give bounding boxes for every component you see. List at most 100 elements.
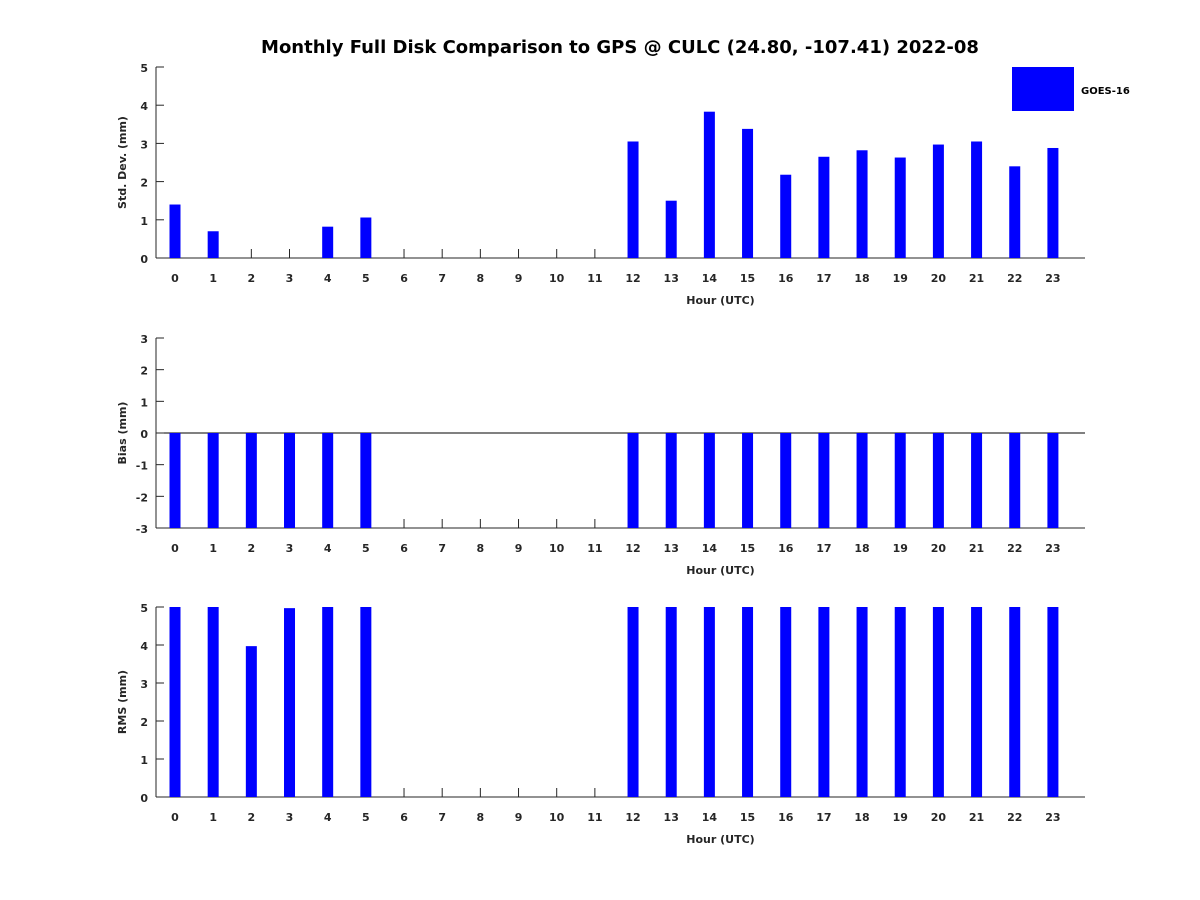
- bias-xtick-label: 10: [549, 542, 565, 555]
- rms-ytick-label: 3: [140, 678, 148, 691]
- bias-bar-hour-2: [245, 433, 257, 528]
- stddev-xtick-label: 5: [362, 272, 370, 285]
- bias-xtick-label: 17: [816, 542, 831, 555]
- rms-bar-hour-13: [665, 607, 677, 797]
- bias-xtick-label: 16: [778, 542, 794, 555]
- bias-ytick-label: 0: [140, 428, 148, 441]
- bias-bar-hour-5: [360, 433, 372, 528]
- chart-title: Monthly Full Disk Comparison to GPS @ CU…: [261, 37, 979, 58]
- bias-bar-hour-14: [703, 433, 715, 528]
- stddev-bar-hour-14: [703, 111, 715, 258]
- stddev-xtick-label: 21: [969, 272, 984, 285]
- rms-bar-hour-4: [322, 607, 334, 797]
- rms-xtick-label: 12: [625, 811, 640, 824]
- stddev-xtick-label: 16: [778, 272, 794, 285]
- rms-ytick-label: 5: [140, 602, 148, 615]
- bias-bar-hour-22: [1009, 433, 1021, 528]
- stddev-ytick-label: 2: [140, 177, 148, 190]
- stddev-bar-hour-20: [932, 144, 944, 258]
- stddev-xtick-label: 0: [171, 272, 179, 285]
- bias-ytick-label: -3: [136, 523, 148, 536]
- bias-xtick-label: 6: [400, 542, 408, 555]
- bias-xtick-label: 1: [209, 542, 217, 555]
- bias-bar-hour-18: [856, 433, 868, 528]
- stddev-xtick-label: 15: [740, 272, 755, 285]
- bias-bar-hour-21: [971, 433, 983, 528]
- bias-bar-hour-20: [932, 433, 944, 528]
- rms-xtick-label: 13: [664, 811, 679, 824]
- bias-bar-hour-0: [169, 433, 181, 528]
- stddev-ytick-label: 4: [140, 100, 148, 113]
- bias-xtick-label: 12: [625, 542, 640, 555]
- legend-label-goes-16: GOES-16: [1081, 86, 1130, 97]
- bias-xlabel: Hour (UTC): [686, 564, 754, 577]
- bias-bar-hour-13: [665, 433, 677, 528]
- bias-xtick-label: 8: [477, 542, 485, 555]
- rms-xtick-label: 16: [778, 811, 794, 824]
- stddev-xtick-label: 22: [1007, 272, 1022, 285]
- stddev-bar-hour-13: [665, 200, 677, 258]
- stddev-xtick-label: 12: [625, 272, 640, 285]
- stddev-xtick-label: 2: [248, 272, 256, 285]
- rms-xtick-label: 10: [549, 811, 565, 824]
- legend-swatch-goes-16: [1012, 67, 1074, 111]
- rms-xtick-label: 20: [931, 811, 947, 824]
- rms-bar-hour-21: [971, 607, 983, 797]
- stddev-xtick-label: 4: [324, 272, 332, 285]
- bias-ytick-label: -1: [136, 460, 148, 473]
- bias-xtick-label: 11: [587, 542, 602, 555]
- stddev-bar-hour-0: [169, 204, 181, 258]
- bias-xtick-label: 4: [324, 542, 332, 555]
- rms-bar-hour-12: [627, 607, 639, 797]
- bias-xtick-label: 9: [515, 542, 523, 555]
- bias-bar-hour-4: [322, 433, 334, 528]
- bias-bar-hour-12: [627, 433, 639, 528]
- stddev-xtick-label: 19: [893, 272, 908, 285]
- rms-xtick-label: 4: [324, 811, 332, 824]
- stddev-xtick-label: 20: [931, 272, 947, 285]
- bias-ytick-label: 2: [140, 365, 148, 378]
- stddev-ylabel: Std. Dev. (mm): [116, 116, 129, 209]
- rms-bar-hour-19: [894, 607, 906, 797]
- rms-xtick-label: 18: [854, 811, 869, 824]
- bias-xtick-label: 3: [286, 542, 294, 555]
- stddev-bar-hour-18: [856, 150, 868, 258]
- rms-bar-hour-23: [1047, 607, 1059, 797]
- bias-bar-hour-23: [1047, 433, 1059, 528]
- bias-xtick-label: 14: [702, 542, 718, 555]
- stddev-xtick-label: 17: [816, 272, 831, 285]
- stddev-xtick-label: 10: [549, 272, 565, 285]
- stddev-bar-hour-4: [322, 226, 334, 258]
- stddev-xtick-label: 3: [286, 272, 294, 285]
- rms-xtick-label: 21: [969, 811, 984, 824]
- stddev-bar-hour-22: [1009, 166, 1021, 258]
- stddev-xtick-label: 14: [702, 272, 718, 285]
- rms-ytick-label: 1: [140, 754, 148, 767]
- rms-xtick-label: 22: [1007, 811, 1022, 824]
- bias-xtick-label: 19: [893, 542, 908, 555]
- bias-ylabel: Bias (mm): [116, 402, 129, 465]
- rms-xtick-label: 11: [587, 811, 602, 824]
- stddev-bar-hour-5: [360, 217, 372, 258]
- rms-ylabel: RMS (mm): [116, 670, 129, 734]
- stddev-xtick-label: 1: [209, 272, 217, 285]
- bias-xtick-label: 0: [171, 542, 179, 555]
- stddev-bar-hour-15: [742, 128, 754, 258]
- bias-bar-hour-19: [894, 433, 906, 528]
- rms-bar-hour-17: [818, 607, 830, 797]
- rms-bar-hour-18: [856, 607, 868, 797]
- bias-xtick-label: 22: [1007, 542, 1022, 555]
- bias-ytick-label: 3: [140, 333, 148, 346]
- stddev-bar-hour-12: [627, 141, 639, 258]
- stddev-ytick-label: 1: [140, 215, 148, 228]
- legend: GOES-16: [1012, 67, 1130, 111]
- bias-bar-hour-3: [284, 433, 296, 528]
- rms-xtick-label: 23: [1045, 811, 1060, 824]
- rms-bar-hour-3: [284, 608, 296, 797]
- rms-bar-hour-5: [360, 607, 372, 797]
- bias-xtick-label: 21: [969, 542, 984, 555]
- bias-xtick-label: 2: [248, 542, 256, 555]
